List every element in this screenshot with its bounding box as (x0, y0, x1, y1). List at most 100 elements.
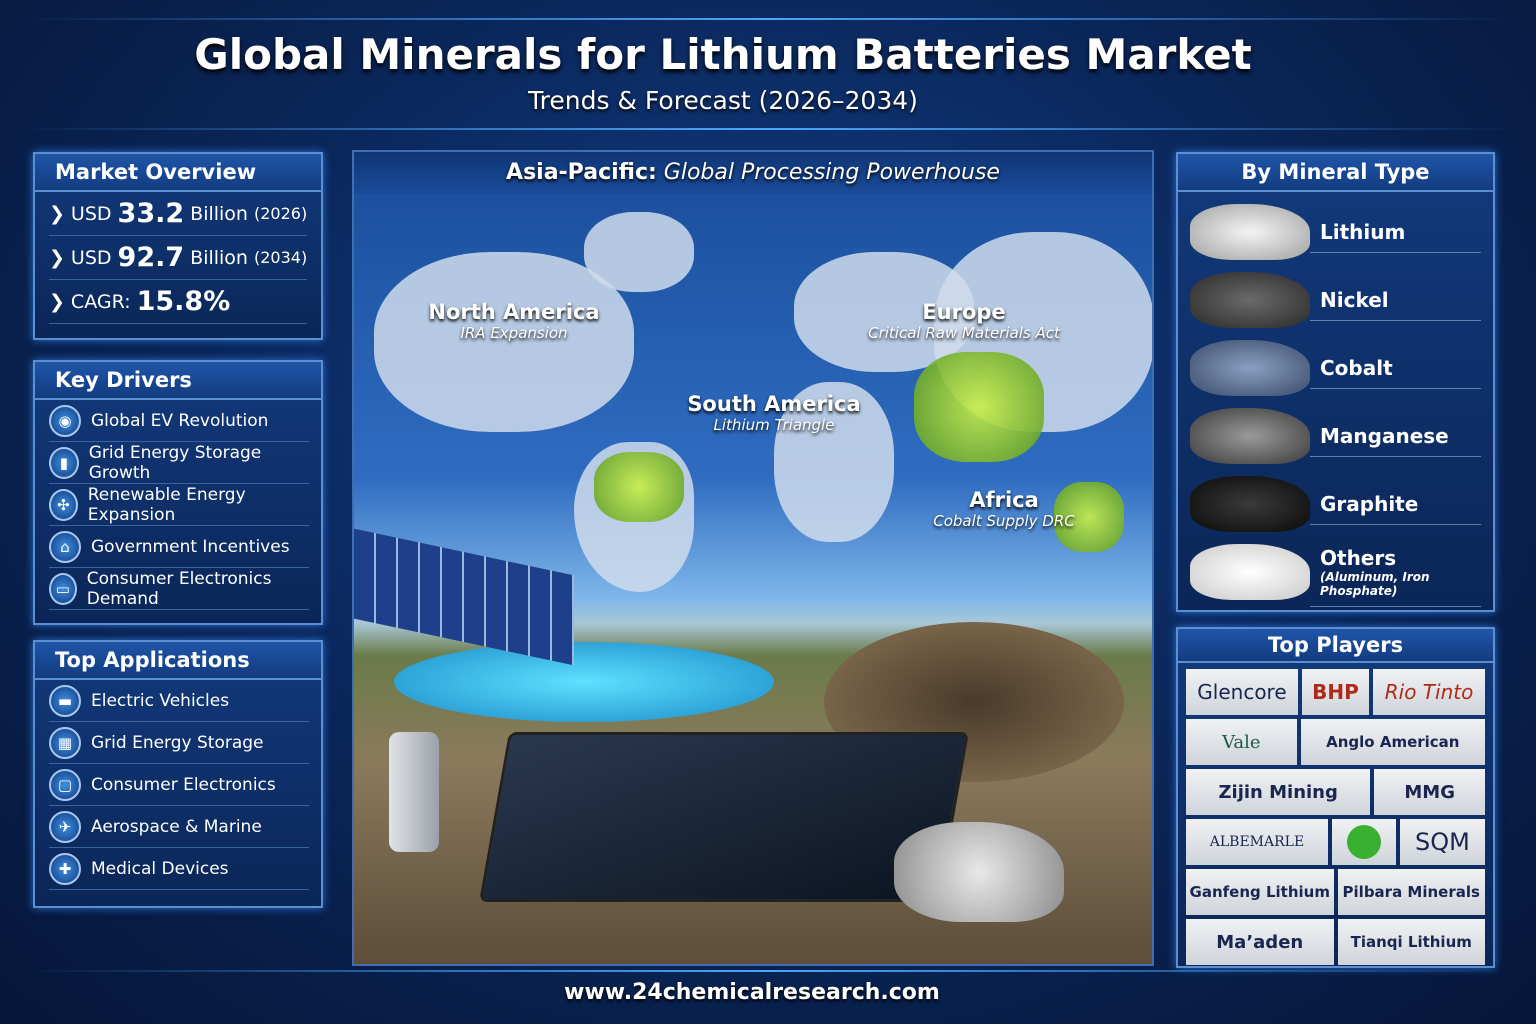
top-players-panel: Top Players Glencore BHP Rio Tinto Vale Angl… (1176, 627, 1495, 968)
driver-item: ▭ Consumer Electronics Demand (49, 568, 309, 610)
application-item-label: Electric Vehicles (91, 690, 230, 711)
player-name: Pilbara Minerals (1342, 883, 1480, 901)
mineral-item: Lithium (1190, 198, 1481, 266)
application-item: ▦ Grid Energy Storage (49, 722, 309, 764)
logo-pilbara-minerals[interactable]: Pilbara Minerals (1337, 869, 1485, 915)
logo-sqm[interactable]: SQM (1399, 819, 1485, 865)
graphite-rock-image (1190, 476, 1310, 532)
panel-heading: By Mineral Type (1178, 154, 1493, 192)
footer-url[interactable]: www.24chemicalresearch.com (564, 980, 940, 1005)
key-drivers-panel: Key Drivers ◉ Global EV Revolution ▮ Grid E… (33, 360, 323, 625)
mineral-item: Graphite (1190, 470, 1481, 538)
overview-unit: Billion (190, 246, 248, 269)
logo-tianqi-lithium[interactable]: Tianqi Lithium (1337, 919, 1485, 965)
asia-highlight (914, 352, 1044, 462)
region-note: Cobalt Supply DRC (933, 512, 1075, 530)
panel-heading: Top Players (1178, 629, 1493, 663)
overview-value: 33.2 (117, 198, 185, 229)
player-name: Tianqi Lithium (1350, 933, 1472, 951)
logo-glencore[interactable]: Glencore (1186, 669, 1298, 715)
logo-bhp[interactable]: BHP (1301, 669, 1370, 715)
mineral-name: Cobalt (1320, 355, 1393, 380)
overview-item: ❯ CAGR: 15.8% (49, 280, 307, 324)
leaf-logo-icon (1346, 825, 1381, 859)
driver-item-label: Consumer Electronics Demand (86, 568, 272, 609)
north-america-shape (374, 252, 634, 432)
region-name: Europe (922, 300, 1006, 324)
chevron-right-icon: ❯ (49, 202, 65, 225)
application-item-label: Medical Devices (91, 858, 229, 879)
logo-anglo-american[interactable]: Anglo American (1300, 719, 1485, 765)
logo-rio-tinto[interactable]: Rio Tinto (1373, 669, 1485, 715)
player-name: SQM (1414, 828, 1470, 856)
mineral-name: Nickel (1320, 287, 1389, 312)
region-name: North America (428, 300, 600, 324)
driver-item: ✣ Renewable Energy Expansion (49, 484, 309, 526)
monitor-icon: ▢ (49, 768, 81, 801)
overview-item: ❯ USD 92.7 Billion (2034) (49, 236, 307, 280)
map-heading: Asia-Pacific: Global Processing Powerhou… (354, 152, 1152, 194)
player-name: Vale (1222, 731, 1261, 753)
mineral-item: Cobalt (1190, 334, 1481, 402)
region-note: Critical Raw Materials Act (868, 324, 1060, 342)
player-name: ALBEMARLE (1209, 834, 1305, 850)
chevron-right-icon: ❯ (49, 246, 65, 269)
player-name: Zijin Mining (1218, 781, 1338, 803)
divider (20, 128, 1516, 130)
map-heading-bold: Asia-Pacific: (506, 160, 657, 185)
map-heading-italic: Global Processing Powerhouse (663, 160, 1000, 185)
region-note: IRA Expansion (460, 324, 568, 342)
divider (20, 970, 1516, 972)
divider (20, 18, 1516, 20)
application-item-label: Grid Energy Storage (91, 732, 264, 753)
mineral-name: Others (1320, 545, 1397, 570)
ore-rocks (894, 822, 1064, 922)
driver-item-label: Renewable Energy Expansion (87, 484, 246, 525)
region-note: Lithium Triangle (713, 416, 835, 434)
logo-mmg[interactable]: MMG (1374, 769, 1485, 815)
mineral-name: Graphite (1320, 491, 1419, 516)
player-name: BHP (1312, 680, 1359, 704)
region-label-africa: Africa Cobalt Supply DRC (894, 488, 1114, 530)
driver-item: ⌂ Government Incentives (49, 526, 309, 568)
overview-prefix: USD (70, 246, 112, 269)
application-item: ▢ Consumer Electronics (49, 764, 309, 806)
cobalt-rock-image (1190, 340, 1310, 396)
airplane-icon: ✈ (49, 810, 81, 843)
overview-prefix: USD (70, 202, 112, 225)
players-row: Zijin Mining MMG (1186, 769, 1485, 815)
driver-item: ◉ Global EV Revolution (49, 400, 309, 442)
application-item: ✚ Medical Devices (49, 848, 309, 890)
device-icon: ▭ (49, 572, 77, 605)
logo-zijin-mining[interactable]: Zijin Mining (1186, 769, 1371, 815)
application-item-label: Aerospace & Marine (91, 816, 262, 837)
logo-green-leaf[interactable] (1331, 819, 1396, 865)
panel-heading: Market Overview (35, 154, 321, 192)
mineral-name-block: Nickel (1310, 280, 1481, 321)
manganese-rock-image (1190, 408, 1310, 464)
driver-item: ▮ Grid Energy Storage Growth (49, 442, 309, 484)
logo-ma-aden[interactable]: Ma’aden (1186, 919, 1334, 965)
driver-item-label: Government Incentives (91, 536, 290, 557)
panel-heading: Key Drivers (35, 362, 321, 400)
region-name: South America (687, 392, 861, 416)
mineral-item: Others (Aluminum, Iron Phosphate) (1190, 538, 1481, 607)
player-name: Rio Tinto (1384, 680, 1474, 704)
players-row: Glencore BHP Rio Tinto (1186, 669, 1485, 715)
region-label-south-america: South America Lithium Triangle (664, 392, 884, 434)
overview-value: 15.8% (136, 286, 231, 317)
globe-icon: ◉ (49, 404, 81, 437)
application-item-label: Consumer Electronics (91, 774, 276, 795)
logo-ganfeng-lithium[interactable]: Ganfeng Lithium (1186, 869, 1334, 915)
others-rock-image (1190, 544, 1310, 600)
nickel-rock-image (1190, 272, 1310, 328)
government-icon: ⌂ (49, 530, 81, 563)
overview-year: (2026) (253, 204, 308, 223)
overview-value: 92.7 (117, 242, 185, 273)
overview-prefix: CAGR: (70, 290, 131, 313)
mineral-name-block: Graphite (1310, 484, 1481, 525)
logo-vale[interactable]: Vale (1186, 719, 1297, 765)
players-row: Ma’aden Tianqi Lithium (1186, 919, 1485, 965)
world-map-scene: Asia-Pacific: Global Processing Powerhou… (352, 150, 1154, 966)
logo-albemarle[interactable]: ALBEMARLE (1186, 819, 1328, 865)
